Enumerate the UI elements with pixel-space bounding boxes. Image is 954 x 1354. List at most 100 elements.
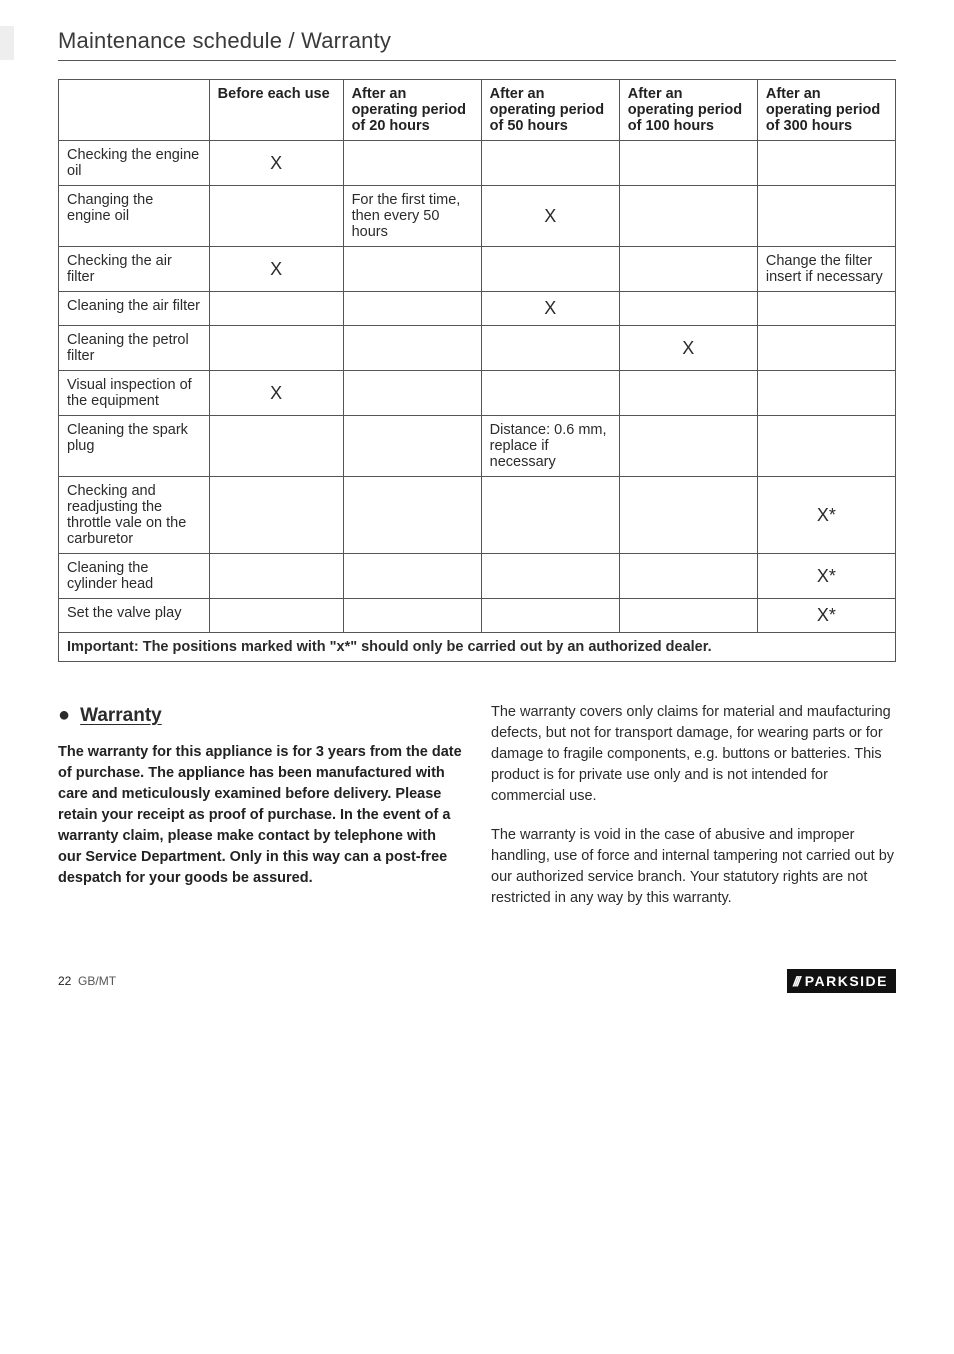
cell [343, 141, 481, 186]
table-row: Set the valve play X* [59, 599, 896, 633]
cell [209, 554, 343, 599]
cell [757, 371, 895, 416]
list-bullet-icon: ● [58, 705, 70, 725]
cell [209, 477, 343, 554]
cell: Change the filter insert if necessary [757, 247, 895, 292]
cell [209, 186, 343, 247]
cell [619, 247, 757, 292]
warranty-columns: ● Warranty The warranty for this applian… [58, 702, 896, 927]
table-row: Checking the engine oil X [59, 141, 896, 186]
cell [619, 292, 757, 326]
cell [481, 554, 619, 599]
cell: X [481, 292, 619, 326]
cell [481, 141, 619, 186]
table-row: Visual inspection of the equipment X [59, 371, 896, 416]
brand-name: PARKSIDE [805, 973, 888, 989]
cell: X [209, 141, 343, 186]
cell [481, 247, 619, 292]
cell [343, 292, 481, 326]
cell [619, 141, 757, 186]
cell: X [209, 247, 343, 292]
cell [757, 292, 895, 326]
cell [757, 186, 895, 247]
page-container: Maintenance schedule / Warranty Before e… [0, 0, 954, 1017]
section-title: Maintenance schedule / Warranty [58, 28, 896, 54]
cell [209, 326, 343, 371]
cell: X* [757, 554, 895, 599]
row-label: Cleaning the petrol filter [59, 326, 210, 371]
cell [209, 416, 343, 477]
row-label: Cleaning the cylinder head [59, 554, 210, 599]
cell [481, 477, 619, 554]
cell [343, 416, 481, 477]
warranty-para-2: The warranty is void in the case of abus… [491, 825, 896, 909]
col-header-50h: After an operating period of 50 hours [481, 80, 619, 141]
cell [619, 371, 757, 416]
table-footnote: Important: The positions marked with "x*… [59, 633, 896, 662]
cell [619, 477, 757, 554]
cell: Distance: 0.6 mm, replace if necessary [481, 416, 619, 477]
cell [343, 477, 481, 554]
title-rule [58, 60, 896, 61]
col-header-300h: After an operating period of 300 hours [757, 80, 895, 141]
col-header-100h: After an operating period of 100 hours [619, 80, 757, 141]
cell [757, 416, 895, 477]
cell [619, 416, 757, 477]
cell [343, 599, 481, 633]
warranty-col-left: ● Warranty The warranty for this applian… [58, 702, 463, 927]
cell: X* [757, 599, 895, 633]
cell [343, 326, 481, 371]
row-label: Checking and readjusting the throttle va… [59, 477, 210, 554]
row-label: Changing the engine oil [59, 186, 210, 247]
warranty-para-1: The warranty covers only claims for mate… [491, 702, 896, 807]
cell [343, 371, 481, 416]
table-row: Cleaning the air filter X [59, 292, 896, 326]
cell [481, 326, 619, 371]
row-label: Set the valve play [59, 599, 210, 633]
cell [209, 292, 343, 326]
brand-slash-icon: /// [793, 973, 799, 989]
brand-badge: /// PARKSIDE [787, 969, 896, 993]
cell [343, 554, 481, 599]
warranty-lead: The warranty for this appliance is for 3… [58, 742, 463, 889]
table-row: Changing the engine oil For the first ti… [59, 186, 896, 247]
warranty-heading-wrap: ● Warranty [58, 702, 463, 730]
row-label: Visual inspection of the equipment [59, 371, 210, 416]
cell [481, 599, 619, 633]
cell: X* [757, 477, 895, 554]
row-label: Cleaning the air filter [59, 292, 210, 326]
page-side-accent [0, 26, 14, 60]
table-row: Cleaning the petrol filter X [59, 326, 896, 371]
cell [619, 186, 757, 247]
table-row: Cleaning the spark plug Distance: 0.6 mm… [59, 416, 896, 477]
table-row: Cleaning the cylinder head X* [59, 554, 896, 599]
warranty-col-right: The warranty covers only claims for mate… [491, 702, 896, 927]
row-label: Checking the engine oil [59, 141, 210, 186]
row-label: Cleaning the spark plug [59, 416, 210, 477]
cell: X [481, 186, 619, 247]
table-footnote-row: Important: The positions marked with "x*… [59, 633, 896, 662]
col-header-20h: After an operating period of 20 hours [343, 80, 481, 141]
table-row: Checking the air filter X Change the fil… [59, 247, 896, 292]
cell [757, 141, 895, 186]
warranty-heading: Warranty [80, 702, 162, 730]
row-label: Checking the air filter [59, 247, 210, 292]
cell [619, 599, 757, 633]
maintenance-table: Before each use After an operating perio… [58, 79, 896, 662]
table-row: Checking and readjusting the throttle va… [59, 477, 896, 554]
cell [619, 554, 757, 599]
page-footer: 22 GB/MT /// PARKSIDE [58, 969, 896, 993]
page-number: 22 GB/MT [58, 974, 116, 988]
col-header-before: Before each use [209, 80, 343, 141]
cell [209, 599, 343, 633]
col-header-blank [59, 80, 210, 141]
page-number-value: 22 [58, 974, 71, 988]
cell [343, 247, 481, 292]
cell: X [209, 371, 343, 416]
table-header-row: Before each use After an operating perio… [59, 80, 896, 141]
cell: X [619, 326, 757, 371]
page-region: GB/MT [78, 974, 116, 988]
cell: For the first time, then every 50 hours [343, 186, 481, 247]
cell [481, 371, 619, 416]
cell [757, 326, 895, 371]
